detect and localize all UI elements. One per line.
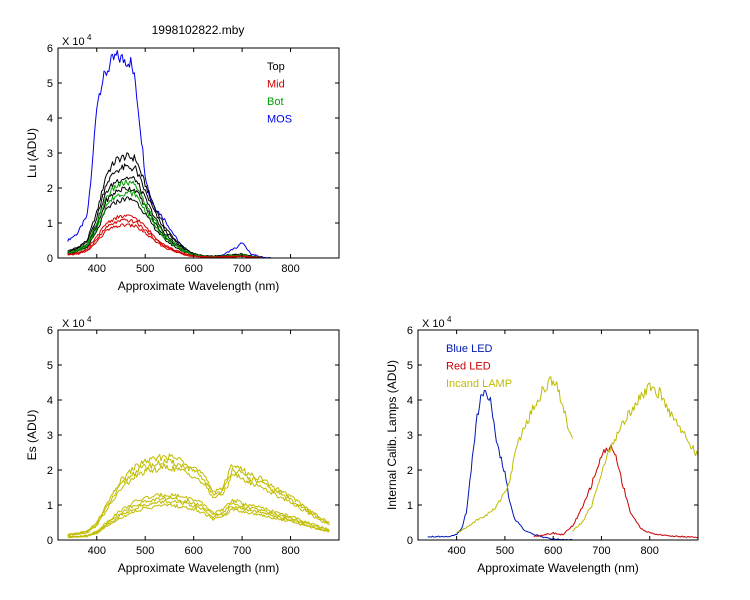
lamps-xtick-label-0: 400 — [447, 545, 465, 557]
es-y-axis-label: Es (ADU) — [25, 410, 39, 461]
lamps-series-line-2 — [533, 444, 699, 539]
es-xtick-label-4: 800 — [281, 545, 299, 557]
lamps-ytick-label-4: 4 — [407, 395, 413, 407]
lu-xtick-label-0: 400 — [88, 263, 106, 275]
es-series-line-5 — [67, 499, 330, 539]
es-ytick-label-6: 6 — [47, 325, 53, 337]
lu-legend-entry-1: Mid — [267, 79, 285, 91]
lu-series-line-6 — [67, 179, 262, 259]
es-exponent-label: X 10 — [62, 318, 85, 330]
lu-ytick-label-3: 3 — [47, 148, 53, 160]
lamps-ytick-label-6: 6 — [407, 325, 413, 337]
lu-exponent-power: 4 — [87, 33, 92, 42]
lu-plot-frame — [57, 47, 340, 259]
lamps-series-line-3 — [572, 382, 699, 532]
es-xtick-label-3: 700 — [233, 545, 251, 557]
es-ytick-label-4: 4 — [47, 395, 53, 407]
lamps-legend-entry-1: Red LED — [446, 361, 491, 373]
lu-ytick-label-4: 4 — [47, 113, 53, 125]
figure-title: 1998102822.mby — [152, 23, 245, 37]
lu-xtick-label-4: 800 — [281, 263, 299, 275]
lu-legend-entry-2: Bot — [267, 96, 284, 108]
es-ytick-label-5: 5 — [47, 360, 53, 372]
es-ytick-label-3: 3 — [47, 430, 53, 442]
es-xtick-label-0: 400 — [88, 545, 106, 557]
es-series-line-3 — [67, 492, 330, 538]
lamps-ytick-label-5: 5 — [407, 360, 413, 372]
lu-legend-entry-3: MOS — [267, 114, 292, 126]
lu-ytick-label-2: 2 — [47, 183, 53, 195]
lu-xtick-label-1: 500 — [136, 263, 154, 275]
es-ytick-label-1: 1 — [47, 500, 53, 512]
lu-ytick-label-1: 1 — [47, 218, 53, 230]
lamps-ytick-label-0: 0 — [407, 535, 413, 547]
lamps-y-axis-label: Internal Calib. Lamps (ADU) — [385, 360, 399, 510]
lamps-xtick-label-2: 600 — [544, 545, 562, 557]
lu-xtick-label-2: 600 — [184, 263, 202, 275]
lamps-xtick-label-4: 800 — [641, 545, 659, 557]
lamps-legend-entry-0: Blue LED — [446, 343, 493, 355]
lu-ytick-label-5: 5 — [47, 78, 53, 90]
lamps-xtick-label-1: 500 — [496, 545, 514, 557]
lamps-ytick-label-3: 3 — [407, 430, 413, 442]
lu-exponent-label: X 10 — [62, 36, 85, 48]
lamps-xtick-label-3: 700 — [592, 545, 610, 557]
lamps-legend-entry-2: Incand LAMP — [446, 378, 512, 390]
lamps-x-axis-label: Approximate Wavelength (nm) — [477, 561, 639, 575]
lamps-exponent-power: 4 — [447, 315, 452, 324]
es-series-line-0 — [67, 453, 330, 535]
lu-series-line-10 — [67, 223, 262, 259]
lu-series-line-9 — [67, 218, 262, 259]
lamps-series-line-0 — [427, 389, 573, 541]
es-series-line-6 — [67, 503, 330, 538]
es-xtick-label-2: 600 — [184, 545, 202, 557]
es-xtick-label-1: 500 — [136, 545, 154, 557]
es-plot-frame — [57, 329, 340, 541]
lamps-series-line-1 — [456, 376, 573, 534]
es-x-axis-label: Approximate Wavelength (nm) — [118, 561, 280, 575]
lamps-exponent-label: X 10 — [422, 318, 445, 330]
lamps-ytick-label-2: 2 — [407, 465, 413, 477]
es-exponent-power: 4 — [87, 315, 92, 324]
lu-xtick-label-3: 700 — [233, 263, 251, 275]
es-series-line-4 — [67, 496, 330, 538]
lu-y-axis-label: Lu (ADU) — [25, 128, 39, 178]
es-series-line-2 — [67, 464, 330, 537]
lu-ytick-label-0: 0 — [47, 253, 53, 265]
lu-ytick-label-6: 6 — [47, 43, 53, 55]
es-ytick-label-0: 0 — [47, 535, 53, 547]
lu-series-line-0 — [67, 50, 272, 259]
lu-x-axis-label: Approximate Wavelength (nm) — [118, 279, 280, 293]
lu-legend-entry-0: Top — [267, 61, 285, 73]
es-ytick-label-2: 2 — [47, 465, 53, 477]
lamps-ytick-label-1: 1 — [407, 500, 413, 512]
